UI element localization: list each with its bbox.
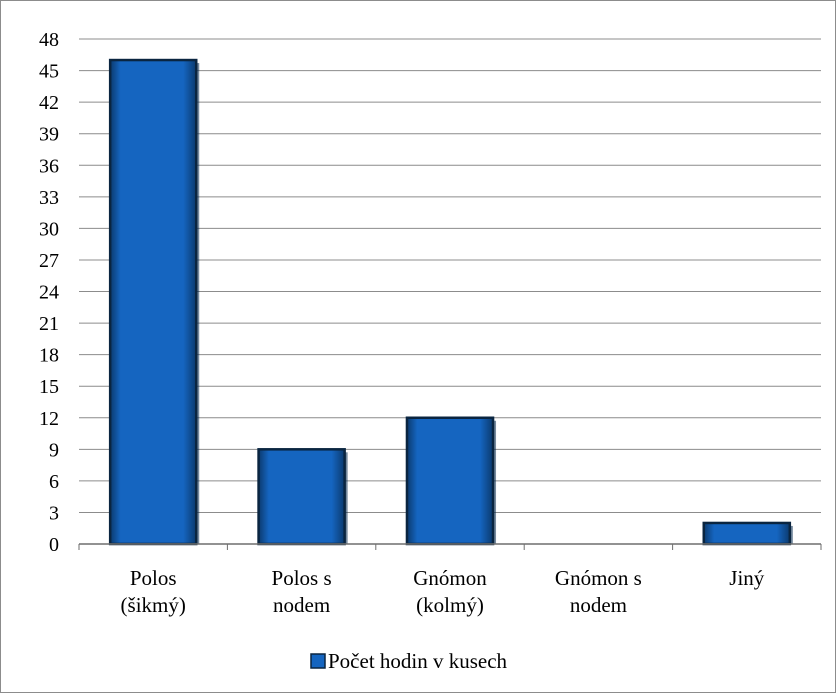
x-category-label: Polos s [272,566,332,590]
y-tick-label: 33 [39,187,59,209]
x-category-label: Gnómon s [555,566,642,590]
legend-swatch [310,653,326,669]
y-tick-label: 39 [39,124,59,146]
bars [108,58,793,546]
x-category-label: (kolmý) [416,593,484,617]
y-tick-label: 30 [39,218,59,240]
y-tick-label: 48 [39,29,59,51]
y-tick-label: 27 [39,250,59,272]
bar [108,58,198,546]
x-axis [78,543,822,550]
x-category-label: Polos [130,566,177,590]
y-tick-label: 24 [39,282,59,304]
legend-label: Počet hodin v kusech [328,649,508,673]
bar [405,416,495,546]
bar [702,521,792,546]
y-tick-label: 21 [39,313,59,335]
x-category-label: nodem [570,593,627,617]
x-axis-category-labels: Polos (šikmý) Polos s nodem Gnómon (kolmý) Gnó… [121,566,765,617]
y-tick-label: 12 [39,408,59,430]
x-category-label: (šikmý) [121,593,186,617]
x-category-label: Jiný [729,566,765,590]
y-tick-label: 9 [49,439,59,461]
x-category-label: Gnómon [413,566,487,590]
y-tick-label: 18 [39,345,59,367]
y-tick-label: 3 [49,502,59,524]
y-tick-label: 45 [39,61,59,83]
y-tick-label: 0 [49,534,59,556]
y-tick-label: 6 [49,471,59,493]
gridlines [79,38,821,513]
x-category-label: nodem [273,593,330,617]
legend: Počet hodin v kusech [310,649,508,673]
bar [257,448,346,546]
y-tick-label: 36 [39,155,59,177]
y-tick-label: 42 [39,92,59,114]
y-tick-label: 15 [39,376,59,398]
